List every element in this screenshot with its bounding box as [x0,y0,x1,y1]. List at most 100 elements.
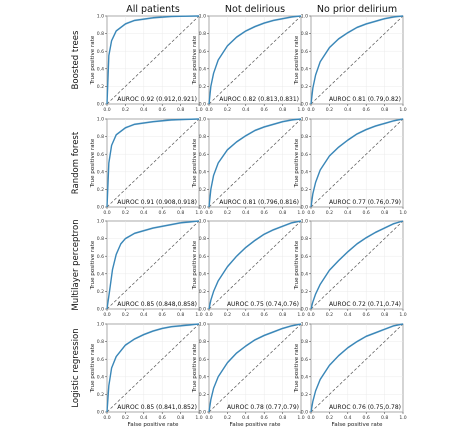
x-tick-label: 0.8 [279,312,286,318]
y-axis-label: True positive rate [294,138,300,188]
x-tick-label: 0.6 [261,210,268,216]
x-tick-label: 1.0 [399,107,406,113]
x-tick-label: 0.8 [381,210,388,216]
y-tick-label: 0.6 [199,49,206,55]
y-tick-label: 0.4 [97,271,104,277]
x-tick-label: 0.6 [363,107,370,113]
y-tick-label: 0.8 [97,31,104,37]
x-tick-label: 1.0 [195,312,202,318]
y-tick-label: 0.8 [199,339,206,345]
x-tick-label: 0.0 [103,107,110,113]
chance-line [310,118,404,208]
roc-panel: 0.00.00.20.20.40.40.60.60.80.81.01.0AURO… [294,322,407,428]
chance-line [208,118,302,208]
y-tick-label: 0.0 [301,102,308,108]
roc-panel: 0.00.00.20.20.40.40.60.60.80.81.01.0AURO… [90,117,203,216]
chance-line [310,323,404,413]
y-tick-label: 0.2 [199,84,206,90]
x-tick-label: 0.2 [122,210,129,216]
y-tick-label: 0.0 [199,102,206,108]
x-tick-label: 0.8 [279,107,286,113]
y-tick-label: 1.0 [301,117,308,123]
y-tick-label: 0.8 [97,134,104,140]
x-tick-label: 0.4 [242,107,249,113]
y-tick-label: 1.0 [199,322,206,328]
roc-panel: 0.00.00.20.20.40.40.60.60.80.81.01.0AURO… [294,117,407,216]
y-tick-label: 0.0 [301,307,308,313]
plot-frame [310,220,404,310]
x-tick-label: 0.4 [140,107,147,113]
row-label: Boosted trees [71,30,81,89]
y-tick-label: 0.6 [199,357,206,363]
y-axis-label: True positive rate [192,343,198,393]
x-axis-label: False positive rate [230,422,281,428]
x-tick-label: 0.4 [344,210,351,216]
y-axis-label: True positive rate [90,35,96,85]
x-tick-label: 1.0 [195,210,202,216]
y-tick-label: 0.4 [97,169,104,175]
x-tick-label: 0.0 [205,210,212,216]
x-tick-label: 1.0 [297,415,304,421]
y-tick-label: 0.6 [199,254,206,260]
x-tick-label: 0.2 [326,415,333,421]
x-tick-label: 0.2 [122,107,129,113]
x-tick-label: 0.0 [307,312,314,318]
chance-line [106,323,200,413]
y-tick-label: 0.0 [97,205,104,211]
auroc-annotation: AUROC 0.85 (0.841,0.852) [117,404,197,411]
y-axis-label: True positive rate [294,240,300,290]
y-tick-label: 1.0 [301,322,308,328]
x-tick-label: 0.4 [242,210,249,216]
y-tick-label: 0.4 [301,374,308,380]
x-tick-label: 0.2 [122,312,129,318]
auroc-annotation: AUROC 0.91 (0.908,0.918) [117,199,197,206]
x-tick-label: 0.0 [307,415,314,421]
y-tick-label: 0.6 [199,152,206,158]
x-tick-label: 0.2 [326,312,333,318]
y-tick-label: 0.6 [97,152,104,158]
y-tick-label: 0.4 [97,66,104,72]
y-tick-label: 0.2 [199,187,206,193]
roc-panel: 0.00.00.20.20.40.40.60.60.80.81.01.0AURO… [192,322,305,428]
y-tick-label: 0.8 [199,31,206,37]
y-tick-label: 0.8 [97,339,104,345]
auroc-annotation: AUROC 0.78 (0.77,0.79) [227,404,299,411]
roc-curve [208,323,302,413]
y-tick-label: 0.2 [97,289,104,295]
roc-curve [208,220,302,310]
roc-curve [208,15,302,105]
x-tick-label: 1.0 [399,312,406,318]
x-tick-label: 0.2 [224,415,231,421]
plot-frame [208,323,302,413]
y-tick-label: 0.8 [199,236,206,242]
chance-line [310,15,404,105]
auroc-annotation: AUROC 0.85 (0.848,0.858) [117,301,197,308]
roc-panel: 0.00.00.20.20.40.40.60.60.80.81.01.0AURO… [90,14,203,113]
y-tick-label: 0.6 [97,254,104,260]
x-tick-label: 0.8 [177,107,184,113]
chance-line [106,118,200,208]
y-tick-label: 0.6 [97,357,104,363]
auroc-annotation: AUROC 0.81 (0.796,0.816) [219,199,299,206]
auroc-annotation: AUROC 0.92 (0.912,0.921) [117,96,197,103]
x-axis-label: False positive rate [332,422,383,428]
y-tick-label: 0.4 [199,374,206,380]
y-tick-label: 0.0 [199,205,206,211]
x-tick-label: 0.6 [159,210,166,216]
x-tick-label: 0.6 [363,312,370,318]
y-tick-label: 0.4 [199,66,206,72]
x-tick-label: 0.4 [344,312,351,318]
chance-line [310,220,404,310]
y-axis-label: True positive rate [90,343,96,393]
auroc-annotation: AUROC 0.76 (0.75,0.78) [329,404,401,411]
y-tick-label: 1.0 [199,219,206,225]
roc-curve [310,220,404,310]
y-tick-label: 0.2 [97,392,104,398]
x-tick-label: 0.4 [140,312,147,318]
row-label: Random forest [71,131,81,194]
y-tick-label: 0.6 [301,357,308,363]
y-axis-label: True positive rate [192,138,198,188]
x-tick-label: 1.0 [399,415,406,421]
y-tick-label: 0.0 [301,410,308,416]
